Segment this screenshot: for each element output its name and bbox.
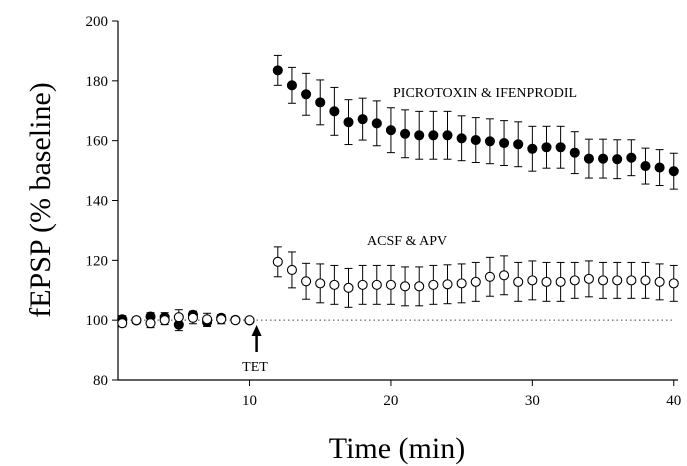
data-point <box>612 275 623 286</box>
data-point <box>499 138 510 149</box>
data-point <box>513 276 524 287</box>
data-point <box>541 276 552 287</box>
series-2 <box>117 246 679 329</box>
data-point <box>583 273 594 284</box>
data-point <box>484 136 495 147</box>
data-point <box>668 278 679 289</box>
chart-labels: Time (min) fEPSP (% baseline) PICROTOXIN… <box>24 82 577 465</box>
tet-arrow-head <box>251 325 262 336</box>
x-tick-label: 40 <box>666 393 681 409</box>
y-tick-label: 180 <box>86 74 109 90</box>
data-point <box>499 270 510 281</box>
data-point <box>456 278 467 289</box>
picrotoxin-ifenprodil-label: PICROTOXIN & IFENPRODIL <box>393 86 577 101</box>
data-point <box>343 117 354 128</box>
y-tick-label: 80 <box>93 373 108 389</box>
y-tick-label: 160 <box>86 134 109 150</box>
data-point <box>272 65 283 76</box>
data-point <box>555 276 566 287</box>
data-point <box>371 279 382 290</box>
data-point <box>583 153 594 164</box>
data-point <box>385 279 396 290</box>
data-point <box>301 89 312 100</box>
data-point <box>442 130 453 141</box>
data-point <box>173 312 184 323</box>
data-point <box>315 97 326 108</box>
data-point <box>216 314 227 325</box>
x-tick-label: 30 <box>525 393 540 409</box>
x-axis-title: Time (min) <box>329 432 465 465</box>
x-tick-label: 10 <box>242 393 257 409</box>
data-point <box>527 143 538 154</box>
data-point <box>541 142 552 153</box>
data-point <box>202 314 213 325</box>
data-point <box>400 128 411 139</box>
y-axis-title: fEPSP (% baseline) <box>24 82 57 318</box>
data-point <box>414 130 425 141</box>
data-point <box>329 106 340 117</box>
data-point <box>640 275 651 286</box>
data-point <box>442 279 453 290</box>
x-tick-label: 20 <box>383 393 398 409</box>
data-point <box>357 279 368 290</box>
data-point <box>598 153 609 164</box>
data-point <box>654 276 665 287</box>
y-tick-label: 100 <box>86 313 109 329</box>
data-point <box>470 276 481 287</box>
data-point <box>286 264 297 275</box>
data-point <box>527 275 538 286</box>
data-point <box>513 139 524 150</box>
data-series <box>117 54 679 332</box>
data-point <box>612 154 623 165</box>
data-point <box>470 135 481 146</box>
data-point <box>385 125 396 136</box>
data-point <box>626 275 637 286</box>
axes: 80 100 120 140 160 180 200 10 20 30 40 <box>86 14 682 409</box>
acsf-apv-label: ACSF & APV <box>367 234 447 249</box>
data-point <box>315 278 326 289</box>
data-point <box>329 279 340 290</box>
data-point <box>343 282 354 293</box>
data-point <box>301 276 312 287</box>
data-point <box>428 130 439 141</box>
data-point <box>131 315 142 326</box>
data-point <box>555 142 566 153</box>
data-point <box>400 281 411 292</box>
data-point <box>117 318 128 329</box>
data-point <box>272 256 283 267</box>
data-point <box>668 166 679 177</box>
y-tick-label: 140 <box>86 194 109 210</box>
data-point <box>428 279 439 290</box>
tet-label: TET <box>242 360 268 375</box>
data-point <box>159 315 170 326</box>
y-tick-label: 200 <box>86 14 109 30</box>
data-point <box>357 114 368 125</box>
data-point <box>414 281 425 292</box>
data-point <box>286 80 297 91</box>
data-point <box>654 162 665 173</box>
data-point <box>456 133 467 144</box>
data-point <box>371 118 382 129</box>
data-point <box>484 271 495 282</box>
data-point <box>244 315 255 326</box>
data-point <box>230 315 241 326</box>
data-point <box>569 147 580 158</box>
y-tick-label: 120 <box>86 253 109 269</box>
data-point <box>569 275 580 286</box>
data-point <box>598 275 609 286</box>
data-point <box>187 312 198 323</box>
data-point <box>145 318 156 329</box>
data-point <box>640 161 651 172</box>
data-point <box>626 152 637 163</box>
